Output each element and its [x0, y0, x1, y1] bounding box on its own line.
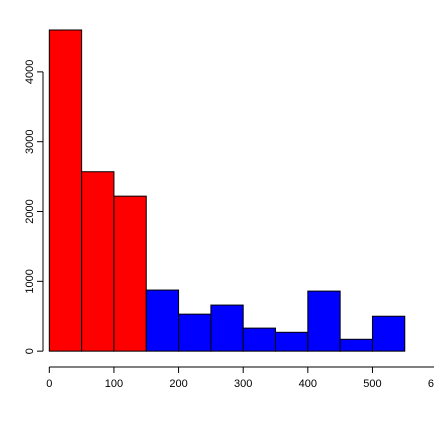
y-tick-label: 4000 — [24, 60, 36, 84]
x-tick-label: 500 — [363, 378, 381, 390]
bar — [48, 29, 83, 352]
bar — [210, 304, 244, 352]
y-tick-label: 0 — [24, 348, 36, 354]
bar — [242, 327, 277, 352]
bar — [339, 338, 373, 352]
bar — [307, 290, 341, 352]
x-tick-label: 300 — [234, 378, 252, 390]
bar — [371, 315, 406, 352]
x-tick-label: 100 — [105, 378, 123, 390]
y-tick-label: 2000 — [24, 199, 36, 223]
x-tick-label: 200 — [169, 378, 187, 390]
y-tick-label: 3000 — [24, 129, 36, 153]
bar — [275, 331, 309, 352]
bar — [81, 171, 115, 352]
x-tick-label: 0 — [46, 378, 52, 390]
bar — [145, 289, 180, 352]
x-tick-label: 400 — [299, 378, 317, 390]
bar — [178, 313, 212, 352]
y-tick-label: 1000 — [24, 269, 36, 293]
x-tick-label: 600 — [428, 378, 434, 390]
bar — [113, 195, 147, 352]
